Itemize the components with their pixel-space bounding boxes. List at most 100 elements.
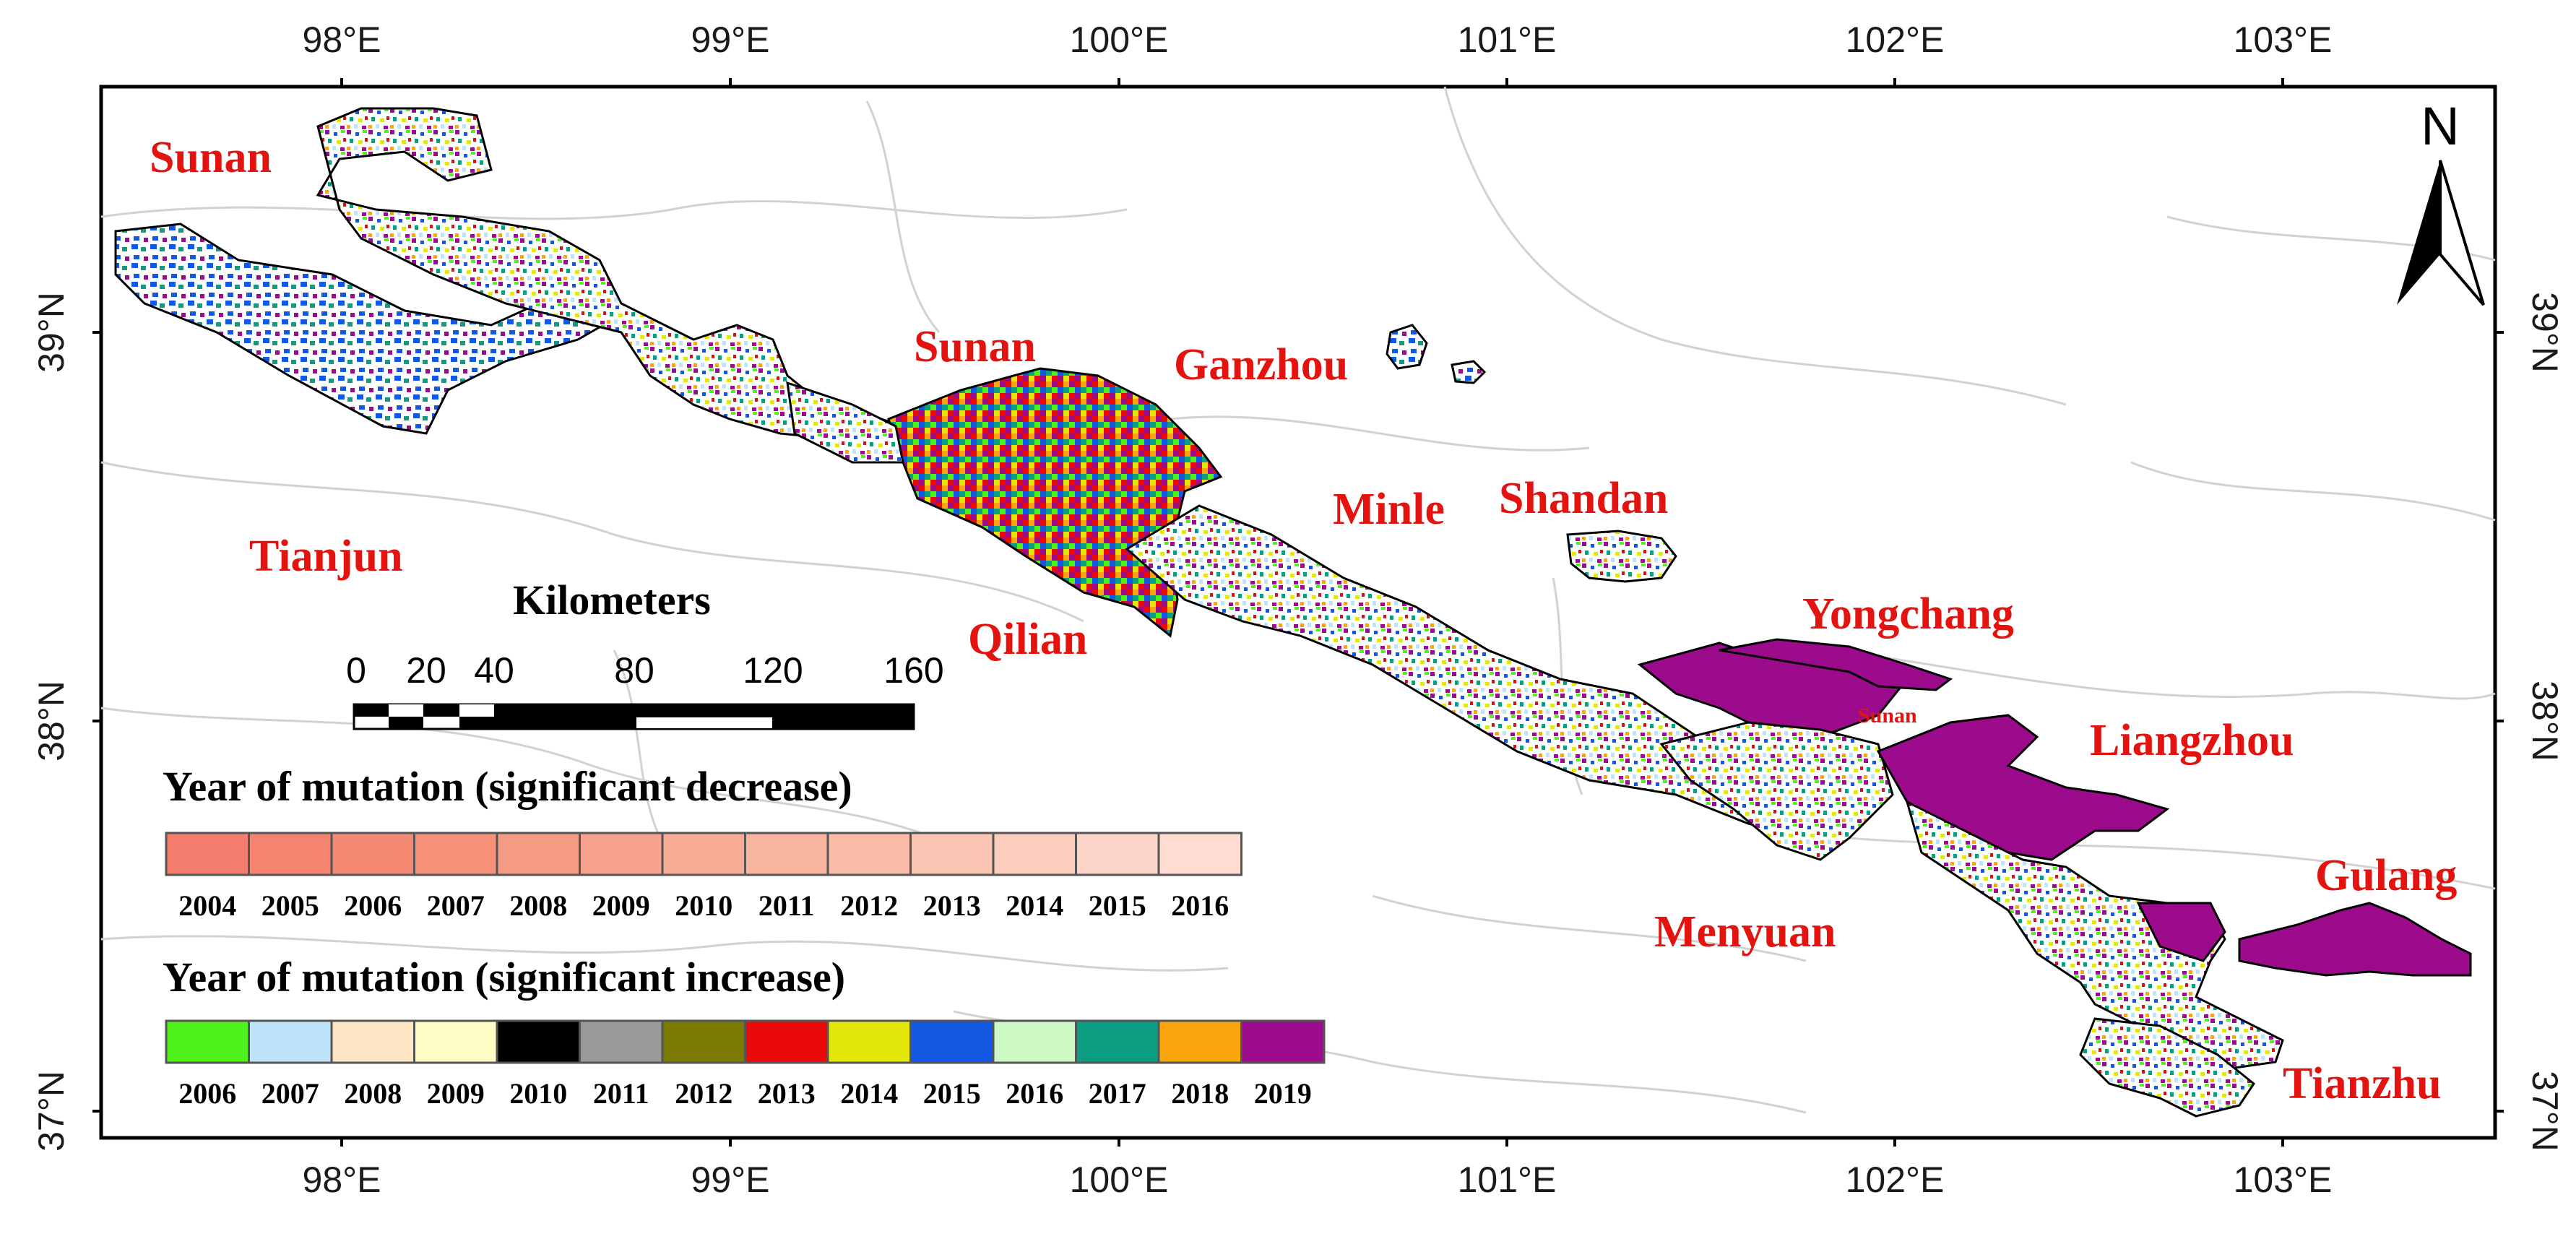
north-arrow-icon: N xyxy=(2397,96,2485,306)
place-label: Liangzhou xyxy=(2090,716,2294,765)
lon-label: 101°E xyxy=(1458,20,1557,60)
place-label: Gulang xyxy=(2315,851,2457,900)
lon-label: 102°E xyxy=(1846,20,1945,60)
legend-year-label: 2011 xyxy=(593,1077,649,1110)
legend-year-label: 2007 xyxy=(262,1077,319,1110)
lon-label: 98°E xyxy=(303,1160,381,1200)
frame-ticks xyxy=(92,78,2504,1147)
legend-year-label: 2016 xyxy=(1171,889,1229,922)
legend-year-label: 2005 xyxy=(262,889,319,922)
lon-label: 100°E xyxy=(1070,1160,1169,1200)
legend-decrease: Year of mutation (significant decrease) … xyxy=(163,763,1242,922)
legend-year-label: 2014 xyxy=(1006,889,1063,922)
legend-swatch xyxy=(1157,1019,1242,1064)
legend-swatch xyxy=(330,832,415,876)
lon-label: 99°E xyxy=(691,20,770,60)
legend-year-label: 2008 xyxy=(509,889,567,922)
legend-swatch xyxy=(579,1019,664,1064)
legend-swatch xyxy=(661,832,746,876)
legend-year-label: 2017 xyxy=(1089,1077,1146,1110)
legend-swatch xyxy=(744,832,829,876)
place-label: Sunan xyxy=(150,133,272,182)
admin-boundaries xyxy=(100,86,2496,1114)
place-label: Ganzhou xyxy=(1174,340,1348,389)
legend-year-label: 2006 xyxy=(344,889,402,922)
lon-label: 103°E xyxy=(2234,20,2333,60)
region-ganzhou-1 xyxy=(1386,324,1428,370)
place-label: Yongchang xyxy=(1802,590,2014,639)
legend-year-label: 2016 xyxy=(1006,1077,1063,1110)
scale-bar: Kilometers 0 20 40 80 120 160 xyxy=(346,577,944,730)
legend-year-label: 2007 xyxy=(427,889,485,922)
lon-label: 102°E xyxy=(1846,1160,1945,1200)
region-tianzhu-purple xyxy=(2136,902,2226,962)
place-label: Qilian xyxy=(968,615,1087,664)
longitude-labels-bottom: 98°E 99°E 100°E 101°E 102°E 103°E xyxy=(303,1160,2333,1200)
legend-increase-swatches xyxy=(165,1019,1326,1064)
legend-swatch xyxy=(909,832,995,876)
region-qilian-west-strip xyxy=(786,381,904,464)
legend-swatch xyxy=(1157,832,1242,876)
scale-tick: 120 xyxy=(743,650,803,691)
legend-swatch xyxy=(909,1019,995,1064)
longitude-labels-top: 98°E 99°E 100°E 101°E 102°E 103°E xyxy=(303,20,2333,60)
legend-year-label: 2013 xyxy=(923,889,981,922)
lat-label: 37°N xyxy=(31,1071,72,1152)
legend-swatch xyxy=(330,1019,415,1064)
lon-label: 98°E xyxy=(303,20,381,60)
lon-label: 101°E xyxy=(1458,1160,1557,1200)
legend-swatch xyxy=(826,832,912,876)
place-label: Minle xyxy=(1333,485,1445,534)
place-label: Menyuan xyxy=(1654,907,1836,957)
legend-swatch xyxy=(992,832,1077,876)
lon-label: 103°E xyxy=(2234,1160,2333,1200)
region-ganzhou-2 xyxy=(1451,360,1487,384)
legend-swatch xyxy=(248,832,333,876)
legend-swatch xyxy=(496,1019,581,1064)
legend-increase-title: Year of mutation (significant increase) xyxy=(163,954,845,1001)
scale-bar-title: Kilometers xyxy=(513,577,711,623)
lat-label: 39°N xyxy=(2525,292,2565,373)
place-label: Tianjun xyxy=(249,532,403,581)
place-label: Tianzhu xyxy=(2283,1059,2441,1108)
legend-swatch xyxy=(1075,832,1160,876)
legend-swatch xyxy=(826,1019,912,1064)
latitude-labels-right: 39°N 38°N 37°N xyxy=(2525,292,2565,1152)
scale-tick: 40 xyxy=(474,650,514,691)
region-yongchang-east xyxy=(1719,638,1953,691)
legend-increase-labels: 2006 2007 2008 2009 2010 2011 2012 2013 2014 2015… xyxy=(178,1077,1312,1110)
legend-year-label: 2012 xyxy=(840,889,898,922)
legend-decrease-title: Year of mutation (significant decrease) xyxy=(163,763,852,810)
scale-tick: 80 xyxy=(614,650,654,691)
legend-year-label: 2010 xyxy=(675,889,732,922)
lat-label: 38°N xyxy=(2525,681,2565,761)
legend-swatch xyxy=(744,1019,829,1064)
legend-year-label: 2019 xyxy=(1254,1077,1312,1110)
legend-year-label: 2010 xyxy=(509,1077,567,1110)
legend-swatch xyxy=(1240,1019,1326,1064)
legend-swatch xyxy=(413,1019,498,1064)
lat-label: 38°N xyxy=(31,681,72,761)
scale-tick: 160 xyxy=(883,650,943,691)
legend-swatch xyxy=(496,832,581,876)
legend-decrease-swatches xyxy=(165,832,1242,876)
legend-increase: Year of mutation (significant increase) … xyxy=(163,954,1326,1110)
lon-label: 100°E xyxy=(1070,20,1169,60)
legend-swatch xyxy=(661,1019,746,1064)
region-shandan xyxy=(1566,530,1677,583)
legend-year-label: 2014 xyxy=(840,1077,898,1110)
legend-swatch xyxy=(413,832,498,876)
north-arrow-label: N xyxy=(2421,96,2459,156)
place-label: Sunan xyxy=(1858,704,1917,728)
legend-decrease-labels: 2004 2005 2006 2007 2008 2009 2010 2011 2012 2013… xyxy=(178,889,1229,922)
region-tianzhu-belt xyxy=(1905,800,2284,1071)
legend-year-label: 2004 xyxy=(178,889,236,922)
legend-year-label: 2013 xyxy=(758,1077,816,1110)
legend-year-label: 2008 xyxy=(344,1077,402,1110)
mutation-regions xyxy=(114,107,2472,1118)
legend-year-label: 2009 xyxy=(427,1077,485,1110)
legend-year-label: 2018 xyxy=(1171,1077,1229,1110)
legend-swatch xyxy=(165,832,250,876)
legend-year-label: 2011 xyxy=(758,889,815,922)
legend-year-label: 2012 xyxy=(675,1077,732,1110)
